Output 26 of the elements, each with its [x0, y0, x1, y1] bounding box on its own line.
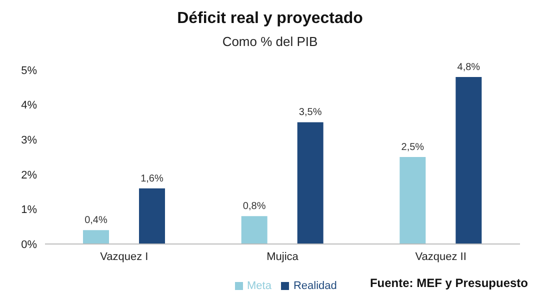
legend-label: Realidad [293, 280, 337, 292]
bar [241, 216, 268, 244]
chart-title: Déficit real y proyectado [176, 10, 364, 28]
y-tick-label: 1% [21, 204, 38, 216]
y-tick-label: 4% [21, 100, 38, 112]
chart-subtitle: Como % del PIB [221, 34, 319, 49]
bar [297, 122, 324, 244]
x-tick-label: Vazquez I [100, 250, 148, 263]
bar [456, 76, 482, 244]
data-label: 3,5% [298, 107, 322, 118]
data-label: 1,6% [140, 173, 164, 184]
y-tick-label: 3% [21, 134, 38, 147]
y-tick-label: 2% [21, 169, 38, 182]
bar [400, 157, 426, 244]
source-note: Fuente: MEF y Presupuesto [370, 276, 528, 290]
legend-label: Meta [247, 280, 272, 292]
x-tick-label: Vazquez II [415, 250, 466, 263]
y-tick-label: 0% [21, 238, 38, 251]
data-label: 0,8% [242, 201, 266, 212]
bar [139, 188, 165, 244]
x-tick-label: Mujica [266, 250, 300, 263]
bar [83, 230, 109, 244]
data-label: 0,4% [84, 215, 108, 226]
data-label: 2,5% [401, 142, 424, 153]
y-tick-label: 5% [21, 64, 38, 77]
data-label: 4,8% [457, 62, 480, 73]
